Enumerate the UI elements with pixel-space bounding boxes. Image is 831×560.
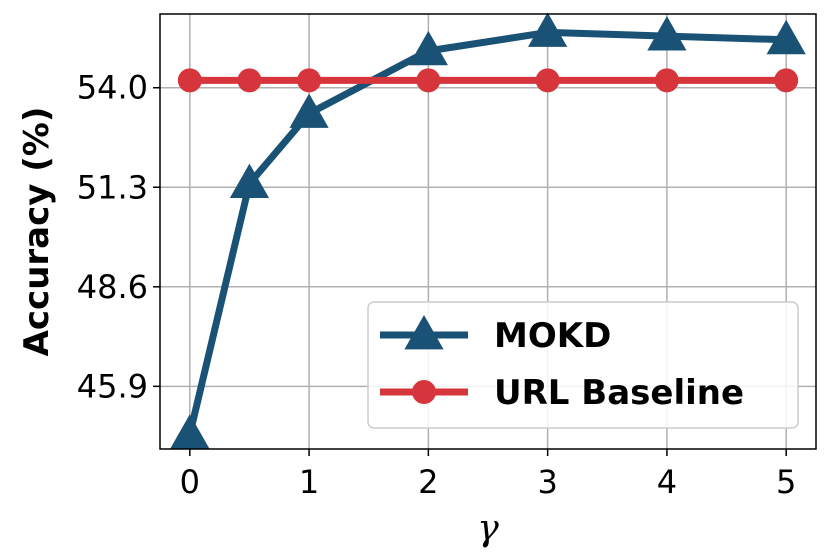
legend-label: MOKD <box>494 316 611 356</box>
data-point <box>654 68 679 93</box>
plot-frame <box>159 13 817 450</box>
y-axis-label: Accuracy (%) <box>17 107 57 357</box>
y-tick-label: 45.9 <box>77 367 148 405</box>
x-tick-label: 3 <box>537 463 557 501</box>
data-point <box>416 68 441 93</box>
data-point <box>647 16 687 51</box>
x-axis-label: γ <box>477 508 499 549</box>
data-point <box>229 163 270 198</box>
data-point <box>535 68 560 93</box>
legend: MOKD URL Baseline <box>367 301 799 429</box>
data-point <box>289 93 329 128</box>
x-tick-label: 2 <box>418 463 438 501</box>
y-tick-label: 54.0 <box>77 69 148 107</box>
y-tick-label: 51.3 <box>77 168 148 206</box>
y-tick-label: 48.6 <box>77 268 148 306</box>
data-point <box>297 68 322 93</box>
x-tick-label: 4 <box>657 463 677 501</box>
series-url-baseline <box>177 68 799 93</box>
legend-marker <box>412 380 436 404</box>
data-point <box>774 68 799 93</box>
ticks: 0 1 2 3 4 5 45.9 48.6 51.3 54.0 <box>77 69 797 501</box>
legend-marker <box>404 315 444 350</box>
series-mokd <box>170 12 806 449</box>
data-point <box>766 19 806 55</box>
data-point <box>237 68 262 93</box>
series-layer <box>170 12 806 449</box>
data-point <box>177 68 202 93</box>
legend-label: URL Baseline <box>494 373 744 413</box>
legend-box <box>367 301 799 429</box>
data-point <box>408 30 448 66</box>
x-tick-label: 5 <box>776 463 796 501</box>
legend-item: MOKD <box>380 315 611 356</box>
legend-item: URL Baseline <box>380 373 744 413</box>
x-tick-label: 0 <box>180 463 200 501</box>
x-tick-label: 1 <box>299 463 319 501</box>
data-point <box>170 414 210 449</box>
data-point <box>528 12 568 47</box>
